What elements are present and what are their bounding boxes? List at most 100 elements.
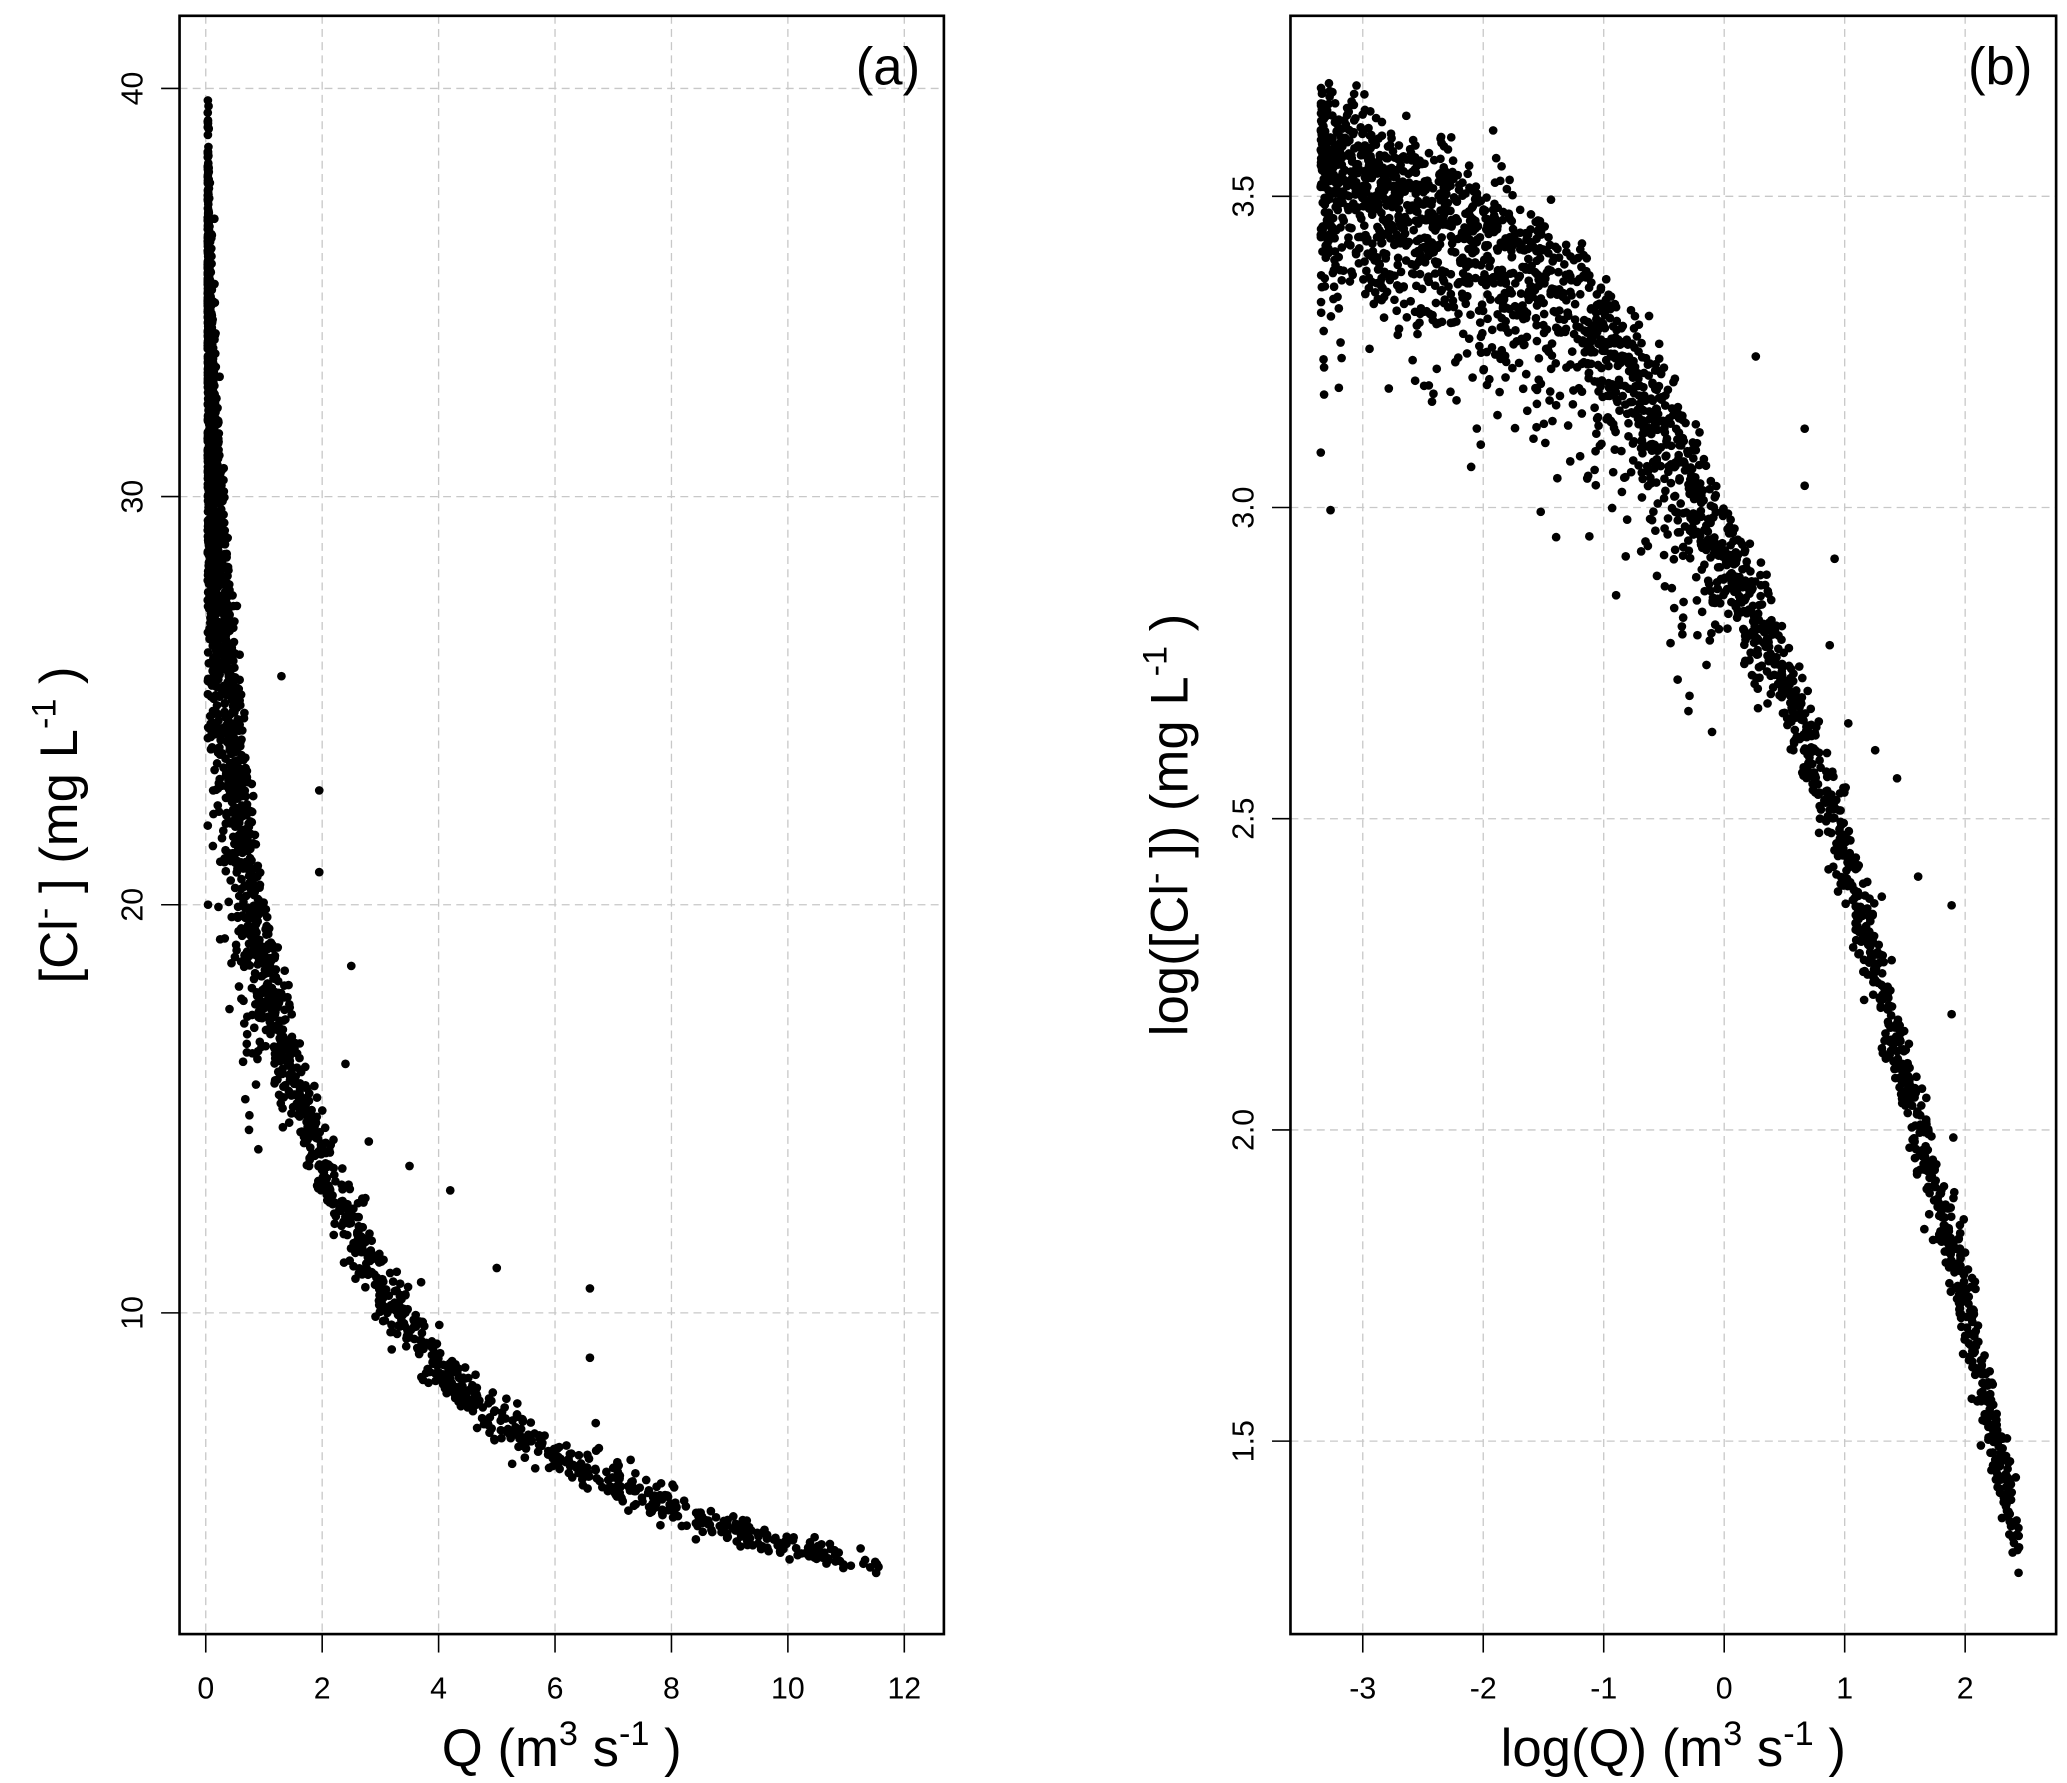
- data-point: [245, 1110, 254, 1120]
- data-point: [230, 952, 240, 962]
- data-point: [1911, 1088, 1921, 1098]
- data-point: [1930, 1180, 1939, 1190]
- data-point: [1551, 242, 1560, 252]
- data-point: [339, 1229, 349, 1239]
- data-point: [1394, 204, 1404, 214]
- data-point: [388, 1327, 397, 1337]
- data-point: [257, 971, 267, 981]
- data-point: [1548, 416, 1557, 426]
- data-point: [254, 1144, 263, 1154]
- data-point: [1337, 243, 1347, 252]
- data-point: [794, 1549, 804, 1559]
- data-point: [478, 1403, 488, 1412]
- data-point: [1829, 801, 1839, 810]
- data-point: [337, 1221, 346, 1231]
- data-point: [1584, 368, 1594, 378]
- data-point: [1370, 287, 1380, 297]
- data-point: [1366, 169, 1375, 179]
- data-point: [1632, 332, 1642, 341]
- data-point: [512, 1430, 522, 1440]
- data-point: [228, 679, 238, 689]
- data-point: [358, 1222, 368, 1232]
- data-point: [220, 934, 230, 943]
- x-tick-label: 10: [771, 1673, 805, 1706]
- data-point: [1675, 475, 1684, 485]
- data-point: [1796, 697, 1805, 707]
- data-point: [719, 1516, 729, 1526]
- data-point: [1378, 215, 1388, 224]
- data-point: [618, 1496, 628, 1506]
- data-point: [1483, 314, 1492, 324]
- data-point: [1427, 196, 1437, 206]
- data-point: [204, 123, 213, 133]
- data-point: [1382, 201, 1392, 210]
- data-point: [1424, 208, 1434, 218]
- data-point: [440, 1384, 450, 1393]
- data-point: [1579, 250, 1588, 260]
- data-point: [237, 874, 246, 884]
- data-point: [1487, 343, 1497, 352]
- data-point: [1316, 448, 1326, 457]
- data-point: [204, 352, 214, 361]
- data-point: [1572, 321, 1581, 331]
- data-point: [1434, 191, 1443, 201]
- data-point: [1591, 308, 1601, 318]
- data-point: [1686, 463, 1696, 472]
- data-point: [210, 586, 220, 596]
- data-point: [279, 1082, 288, 1092]
- data-point: [221, 866, 231, 876]
- data-point: [396, 1310, 406, 1320]
- data-point: [1815, 814, 1825, 823]
- data-point: [1347, 223, 1356, 233]
- data-point: [1471, 273, 1480, 283]
- data-point: [1669, 554, 1679, 564]
- y-axis-label: [Cl- ] (mg L-1 ): [26, 666, 89, 983]
- data-point: [1566, 360, 1575, 369]
- y-tick-label: 30: [117, 480, 150, 514]
- data-point: [225, 1004, 234, 1014]
- data-point: [1408, 135, 1418, 145]
- data-point: [656, 1478, 666, 1488]
- data-point: [668, 1513, 678, 1522]
- data-point: [838, 1563, 848, 1573]
- data-point: [1319, 355, 1328, 364]
- panel-b: -3 -2 -1 0 1 21.52.02.53.03.5(b)log(Q) (m3 s-…: [1137, 14, 2058, 1778]
- data-point: [1383, 142, 1393, 151]
- data-point: [1534, 353, 1544, 363]
- data-point: [392, 1267, 402, 1277]
- data-point: [449, 1388, 459, 1398]
- data-point: [1946, 1212, 1956, 1222]
- data-point: [241, 792, 251, 801]
- data-point: [1392, 306, 1402, 316]
- data-point: [1393, 330, 1403, 340]
- data-point: [1643, 541, 1653, 551]
- data-point: [668, 1480, 677, 1489]
- data-point: [1616, 380, 1626, 390]
- data-point: [656, 1520, 665, 1530]
- data-point: [1764, 637, 1773, 647]
- data-point: [346, 961, 356, 971]
- data-point: [416, 1277, 426, 1287]
- data-point: [1521, 369, 1531, 379]
- data-point: [1674, 428, 1684, 437]
- data-point: [1476, 440, 1486, 449]
- data-point: [2014, 1568, 2023, 1578]
- data-point: [1344, 149, 1354, 158]
- data-point: [1575, 451, 1585, 461]
- x-tick-label: 2: [314, 1673, 331, 1706]
- data-point: [1790, 725, 1800, 735]
- data-point: [363, 1270, 373, 1280]
- data-point: [418, 1317, 428, 1327]
- data-point: [1454, 309, 1463, 319]
- data-point: [1967, 1357, 1977, 1366]
- data-point: [1862, 904, 1872, 913]
- data-point: [1316, 270, 1326, 280]
- data-point: [1439, 141, 1449, 151]
- data-point: [1394, 141, 1404, 150]
- data-point: [1675, 527, 1685, 537]
- data-point: [722, 1529, 732, 1539]
- data-point: [1532, 234, 1541, 244]
- data-point: [1415, 234, 1425, 244]
- data-point: [1336, 338, 1345, 347]
- data-point: [1854, 949, 1863, 959]
